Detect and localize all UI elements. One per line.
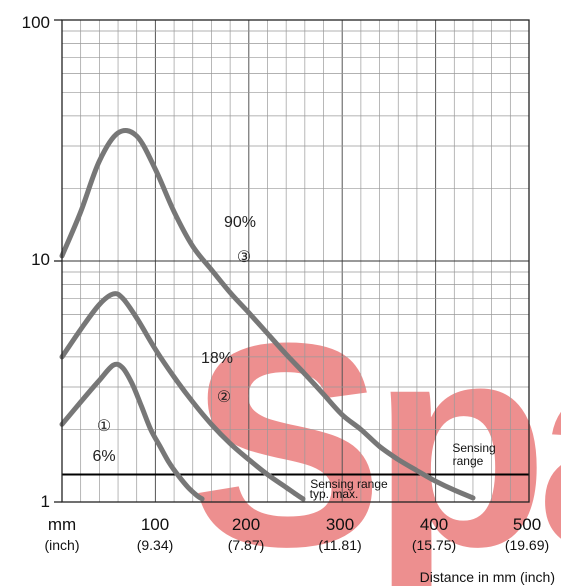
plot-frame: [61, 19, 530, 503]
x-unit-label: mm: [48, 515, 76, 534]
x-unit-sub-label: (inch): [44, 537, 79, 553]
series-line-1: [59, 291, 306, 502]
x-tick-sub-100: (9.34): [137, 537, 174, 553]
series-label-90: 90%: [224, 214, 256, 231]
series-group: [59, 128, 476, 502]
series-line-0: [59, 128, 476, 501]
x-axis-title: Distance in mm (inch): [420, 569, 555, 585]
x-tick-sub-400: (15.75): [412, 537, 456, 553]
y-tick-label-10: 10: [31, 250, 50, 269]
annotation-sensing-range: Sensing: [452, 441, 495, 455]
x-tick-label-300: 300: [326, 515, 354, 534]
series-marker-6: ①: [97, 418, 111, 435]
x-tick-sub-300: (11.81): [318, 537, 361, 553]
series-label-18: 18%: [201, 350, 233, 367]
series-line-2: [59, 361, 205, 502]
x-tick-label-200: 200: [232, 515, 260, 534]
x-tick-sub-500: (19.69): [505, 537, 549, 553]
annotation-typ-max-2: typ. max.: [310, 487, 359, 501]
y-tick-label-100: 100: [22, 13, 50, 32]
series-marker-90: ③: [237, 249, 251, 266]
series-label-6: 6%: [92, 448, 115, 465]
grid: [54, 19, 529, 503]
x-tick-label-500: 500: [513, 515, 541, 534]
x-tick-sub-200: (7.87): [228, 537, 265, 553]
y-tick-label-1: 1: [41, 492, 50, 511]
annotation-typ-max: Sensing range: [310, 477, 388, 491]
x-tick-label-400: 400: [420, 515, 448, 534]
axes: [61, 19, 530, 503]
annotation-sensing-range-2: range: [453, 454, 484, 468]
series-marker-18: ②: [217, 389, 231, 406]
x-tick-label-100: 100: [141, 515, 169, 534]
